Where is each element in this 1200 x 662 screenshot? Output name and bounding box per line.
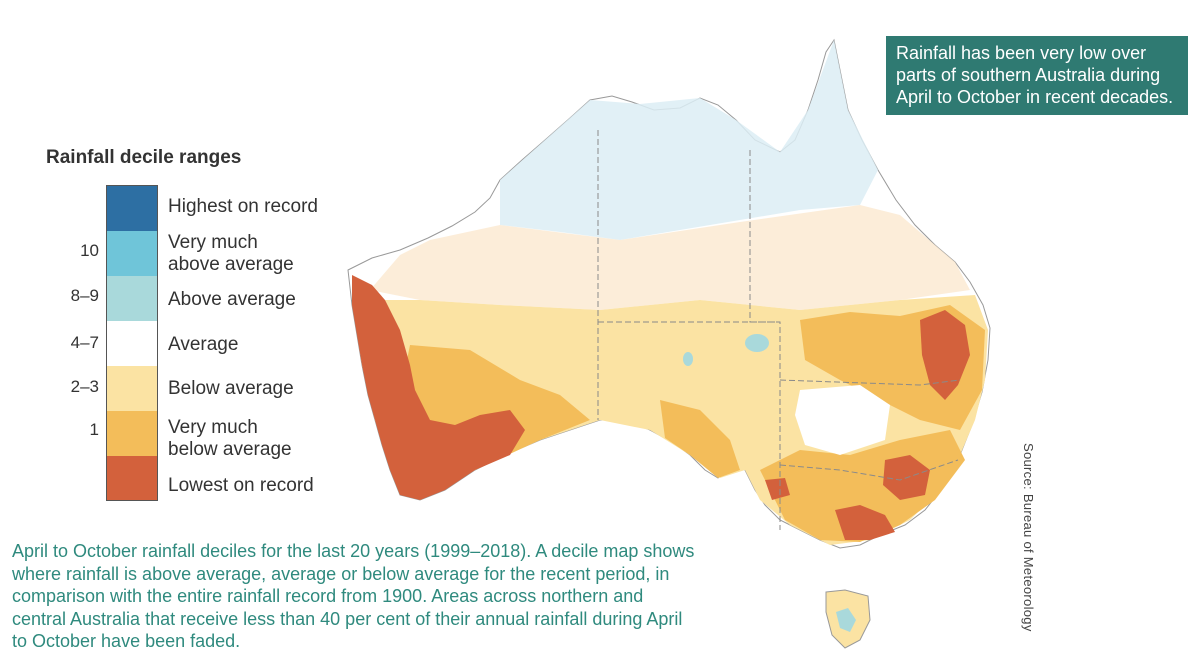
legend-title: Rainfall decile ranges [46, 147, 242, 168]
faded-centre-region [370, 205, 970, 310]
legend-number-4-7: 4–7 [70, 333, 99, 352]
legend-number-10: 10 [80, 241, 99, 260]
legend-label-below: Below average [168, 378, 294, 399]
state-borders [597, 130, 961, 530]
legend-number-2-3: 2–3 [70, 377, 99, 396]
swatch-highest [107, 186, 157, 231]
swatch-below [107, 366, 157, 411]
legend-label-lowest: Lowest on record [168, 475, 314, 496]
legend-number-1: 1 [89, 420, 99, 439]
legend-label-average: Average [168, 334, 239, 355]
legend-color-bar [106, 185, 158, 501]
average-interior-nsw [795, 385, 890, 455]
legend-label-above: Above average [168, 289, 296, 310]
lowest-victoria [835, 505, 895, 540]
swatch-above [107, 276, 157, 321]
faded-north-region [500, 40, 878, 240]
above-average-spot-2 [683, 352, 693, 366]
source-credit: Source: Bureau of Meteorology [1021, 443, 1036, 632]
above-average-spot-1 [745, 334, 769, 352]
very-below-sa [660, 400, 740, 478]
lowest-nsw [920, 310, 970, 400]
legend-label-very-much-below: Very much below average [168, 417, 292, 460]
lowest-south-victoria [765, 478, 790, 500]
swatch-very-much-below [107, 411, 157, 456]
lowest-southwest [352, 275, 525, 500]
swatch-average [107, 321, 157, 366]
legend-label-very-much-above: Very much above average [168, 232, 294, 275]
map-caption: April to October rainfall deciles for th… [12, 541, 695, 651]
callout-box: Rainfall has been very low over parts of… [886, 36, 1188, 115]
legend-number-8-9: 8–9 [70, 286, 99, 305]
swatch-lowest [107, 456, 157, 500]
swatch-very-much-above [107, 231, 157, 276]
legend-label-highest: Highest on record [168, 196, 318, 217]
tasmania-above [836, 608, 856, 632]
